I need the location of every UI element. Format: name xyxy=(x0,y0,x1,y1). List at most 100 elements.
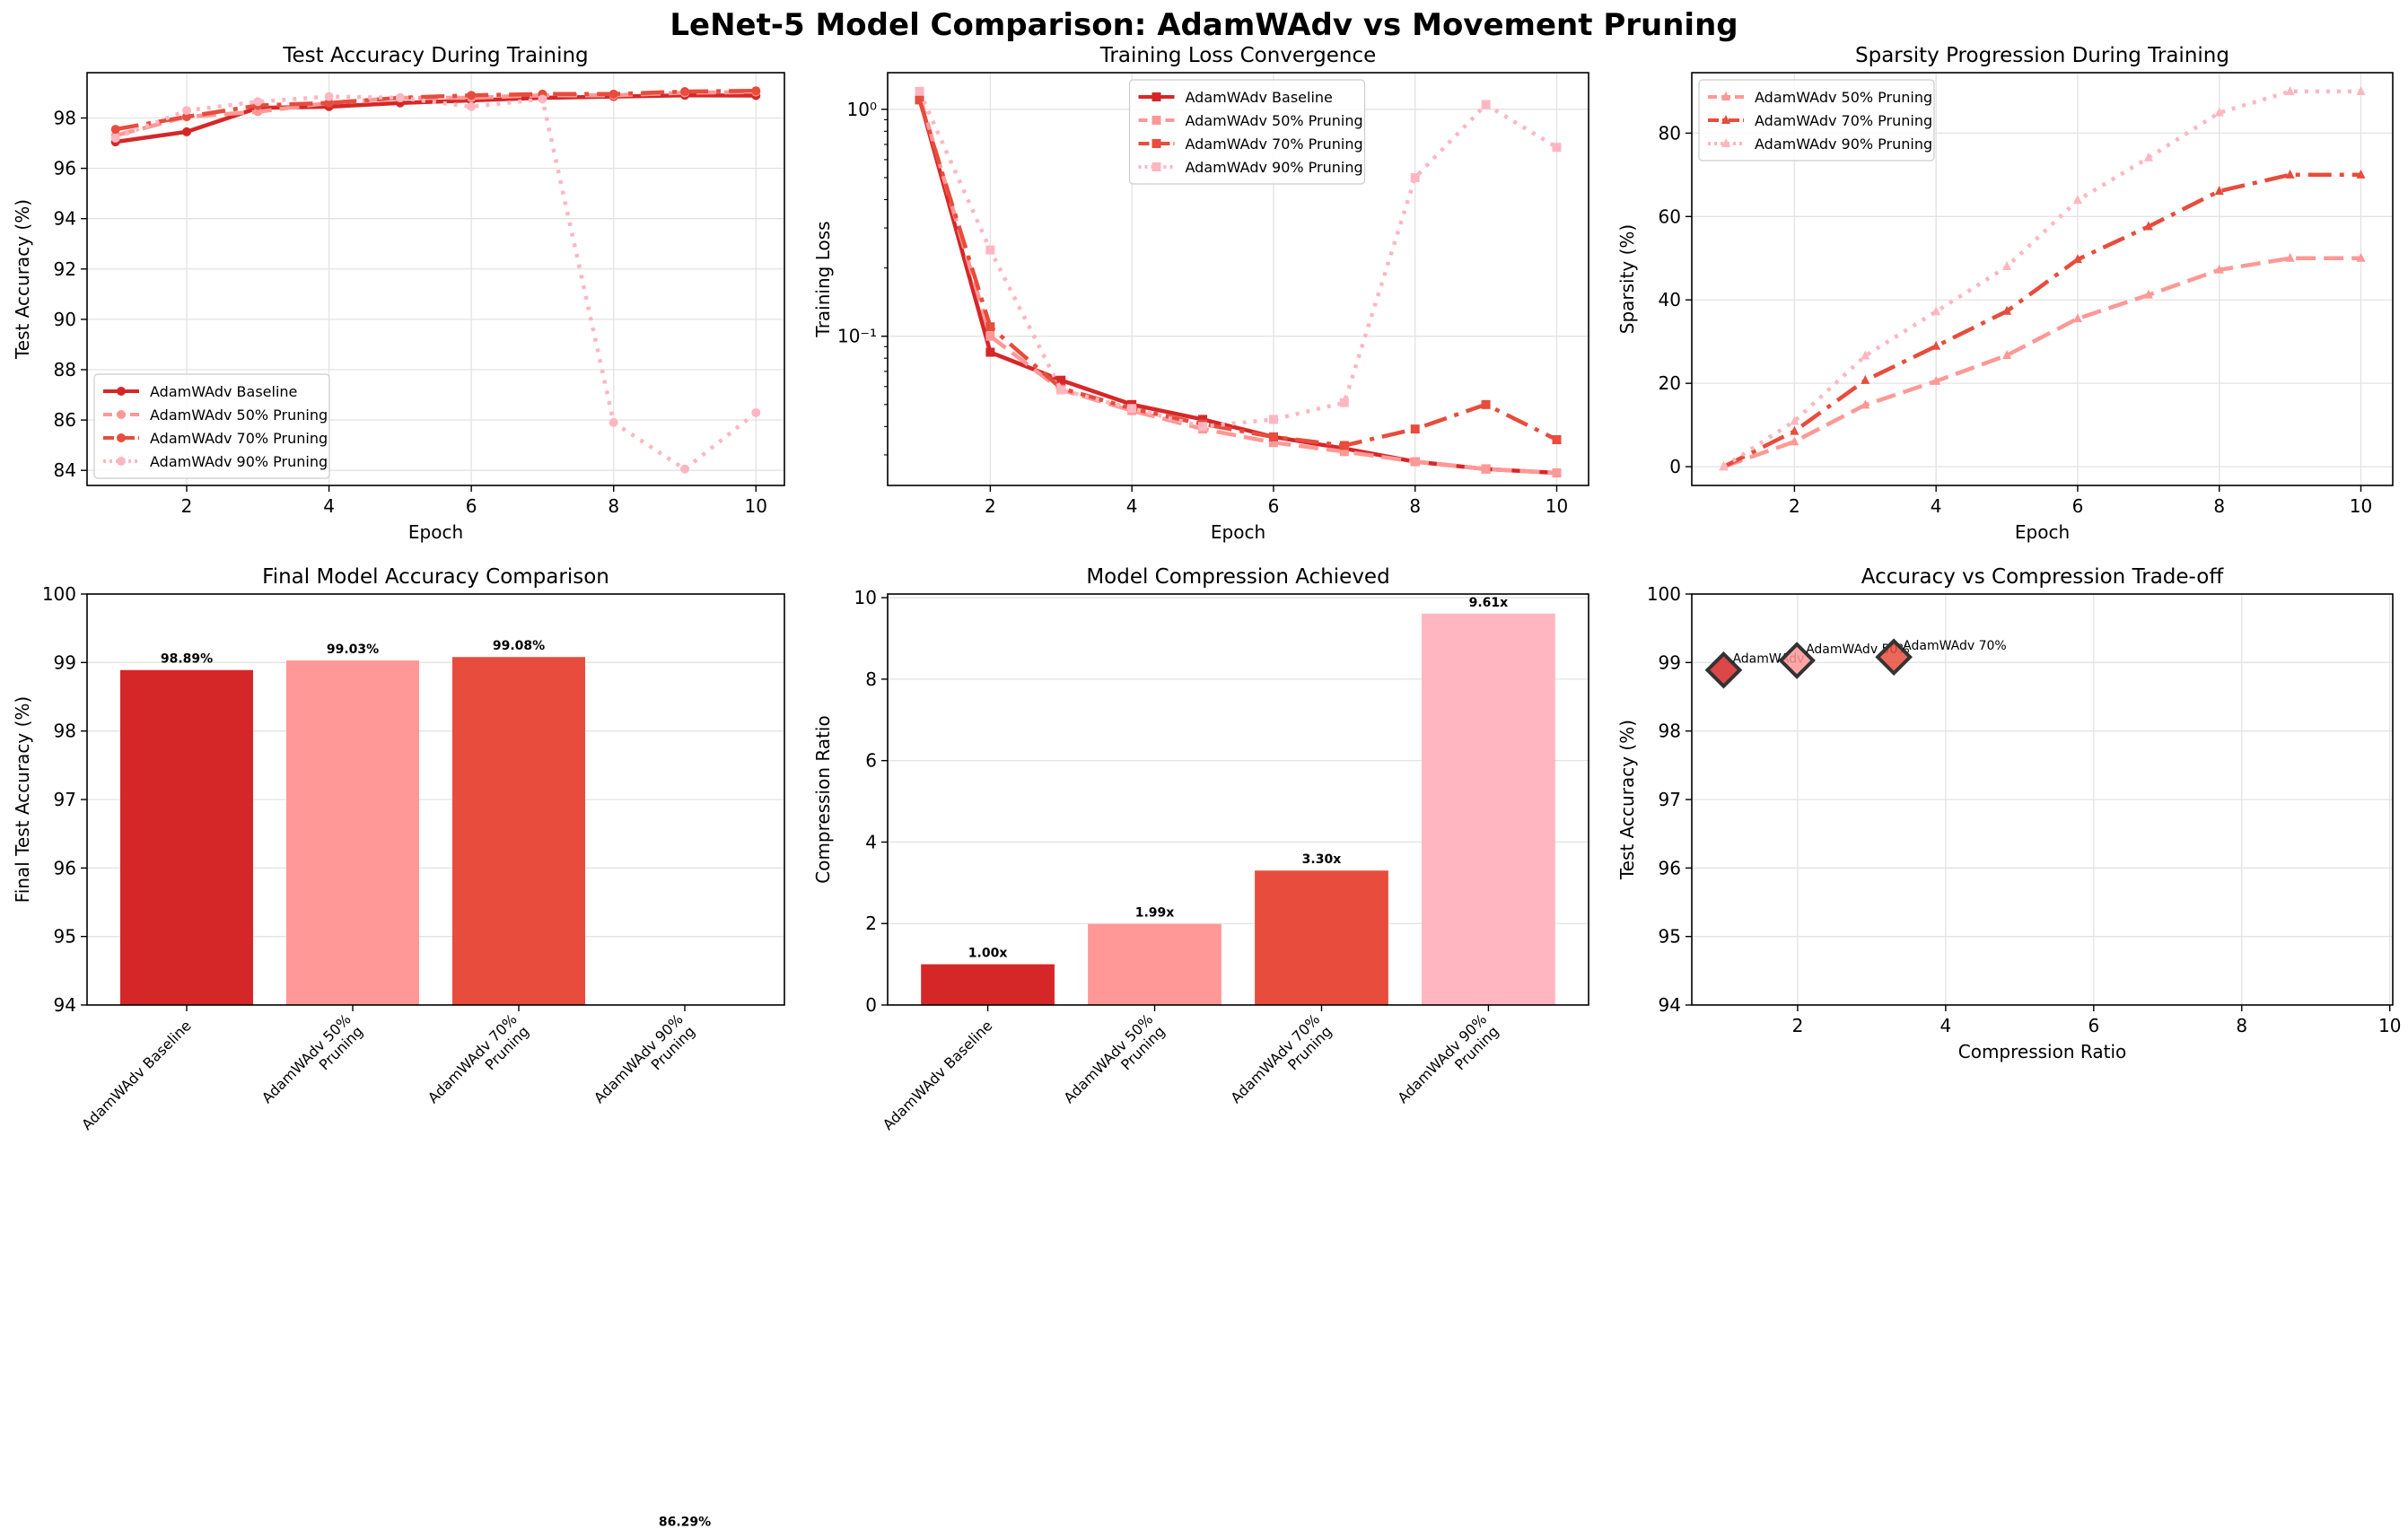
sparsity-ytick-label: 40 xyxy=(1659,289,1681,310)
finalacc-bar-label-1: 99.03% xyxy=(327,642,379,657)
loss-series-3 xyxy=(917,90,1558,429)
finalacc-bar-1 xyxy=(286,660,419,1005)
sparsity-point xyxy=(1861,399,1870,409)
loss-point xyxy=(1410,424,1420,434)
tradeoff-xtick-label: 6 xyxy=(2088,1015,2099,1036)
loss-point xyxy=(985,245,995,255)
loss-legend-marker xyxy=(1151,162,1161,171)
acc-xtick-label: 2 xyxy=(181,495,193,517)
loss-xtick-label: 4 xyxy=(1126,495,1138,517)
compression-chart: Model Compression Achieved Compression Ra… xyxy=(812,565,1589,1133)
sparsity-ylabel: Sparsity (%) xyxy=(1616,224,1638,335)
tradeoff-xlabel: Compression Ratio xyxy=(1958,1041,2126,1062)
loss-xlabel: Epoch xyxy=(1211,521,1265,543)
compression-title: Model Compression Achieved xyxy=(1086,565,1389,589)
sparsity-point xyxy=(1931,306,1941,316)
sparsity-title: Sparsity Progression During Training xyxy=(1855,44,2229,67)
finalacc-frame xyxy=(86,593,785,1006)
sparsity-frame xyxy=(1691,72,2394,486)
finalacc-xtick-label-0: AdamWAdv Baseline xyxy=(78,1017,195,1133)
finalacc-bar-label-2: 99.08% xyxy=(493,639,545,653)
acc-series-3 xyxy=(114,94,757,472)
acc-point xyxy=(467,101,477,111)
compression-frame xyxy=(887,593,1589,1006)
loss-point xyxy=(1339,447,1349,457)
loss-ytick-label: 10⁰ xyxy=(847,99,877,120)
acc-point xyxy=(110,125,120,135)
tradeoff-ytick-label: 99 xyxy=(1659,651,1681,673)
acc-series-2 xyxy=(115,88,757,132)
sparsity-point xyxy=(2143,221,2153,231)
finalacc-bar-3 xyxy=(618,1005,751,1534)
loss-point xyxy=(1198,415,1208,424)
finalacc-ytick-label: 99 xyxy=(54,651,76,673)
finalacc-ytick-label: 98 xyxy=(54,721,76,742)
loss-point xyxy=(1339,441,1349,450)
loss-legend-marker xyxy=(1151,116,1161,125)
sparsity-legend-marker xyxy=(1721,115,1730,124)
loss-xtick-label: 8 xyxy=(1409,495,1421,517)
sparsity-point xyxy=(1790,425,1799,435)
finalacc-bar-label-0: 98.89% xyxy=(161,652,213,667)
compression-xtick-label-1: AdamWAdv 50%Pruning xyxy=(1060,1010,1168,1118)
acc-ytick-label: 98 xyxy=(54,107,76,128)
loss-ytick-label: 10⁻¹ xyxy=(837,326,877,347)
sparsity-point xyxy=(2356,85,2366,95)
acc-chart: Test Accuracy During Training Epoch Test A… xyxy=(12,44,785,543)
loss-point xyxy=(1268,438,1278,448)
loss-legend-label: AdamWAdv 70% Pruning xyxy=(1186,135,1363,153)
acc-point xyxy=(467,91,477,100)
sparsity-legend-label: AdamWAdv 50% Pruning xyxy=(1755,89,1932,106)
finalacc-ytick-label: 96 xyxy=(54,857,76,878)
finalacc-bar-0 xyxy=(120,669,253,1005)
tradeoff-ylabel: Test Accuracy (%) xyxy=(1616,720,1638,880)
tradeoff-ytick-label: 94 xyxy=(1659,994,1681,1016)
acc-ytick-label: 94 xyxy=(54,208,76,230)
sparsity-point xyxy=(2072,254,2082,264)
tradeoff-ytick-label: 95 xyxy=(1659,926,1681,948)
acc-point xyxy=(680,87,689,97)
loss-point xyxy=(1056,375,1066,385)
loss-legend-label: AdamWAdv 90% Pruning xyxy=(1186,159,1363,176)
sparsity-chart: Sparsity Progression During Training Epoc… xyxy=(1616,44,2394,543)
acc-point xyxy=(324,98,334,108)
acc-point xyxy=(110,133,120,143)
acc-point xyxy=(680,464,689,474)
acc-ytick-label: 90 xyxy=(54,309,76,330)
tradeoff-xtick-label: 8 xyxy=(2236,1015,2247,1036)
compression-ytick-label: 0 xyxy=(865,994,877,1016)
acc-legend-box xyxy=(93,373,330,479)
sparsity-series-0 xyxy=(1722,256,2361,469)
acc-legend-marker xyxy=(117,433,126,442)
finalacc-xtick-label-2: AdamWAdv 70%Pruning xyxy=(425,1010,532,1118)
loss-legend-label: AdamWAdv 50% Pruning xyxy=(1186,112,1363,129)
tradeoff-ytick-label: 98 xyxy=(1659,721,1681,742)
loss-chart: Training Loss Convergence Epoch Training L… xyxy=(812,44,1589,543)
tradeoff-xtick-label: 10 xyxy=(2378,1015,2401,1036)
tradeoff-point-2 xyxy=(1875,638,1913,677)
acc-point xyxy=(395,93,405,103)
loss-legend-marker xyxy=(1151,92,1161,101)
sparsity-point xyxy=(2214,185,2224,195)
tradeoff-point-1 xyxy=(1778,642,1816,679)
loss-point xyxy=(1198,422,1208,432)
acc-legend-label: AdamWAdv 50% Pruning xyxy=(150,406,328,424)
tradeoff-point-0 xyxy=(1704,651,1743,689)
sparsity-series-1 xyxy=(1722,172,2361,469)
sparsity-point xyxy=(2143,289,2153,299)
loss-point xyxy=(1410,172,1420,182)
sparsity-point xyxy=(2143,152,2153,162)
sparsity-point xyxy=(2002,350,2012,360)
compression-bar-label-3: 9.61x xyxy=(1469,596,1509,610)
acc-xlabel: Epoch xyxy=(408,521,463,543)
finalacc-xtick-label-3: AdamWAdv 90%Pruning xyxy=(591,1010,698,1118)
acc-ylabel: Test Accuracy (%) xyxy=(12,199,33,360)
acc-legend-label: AdamWAdv 90% Pruning xyxy=(150,453,328,470)
sparsity-ytick-label: 80 xyxy=(1659,122,1681,144)
loss-point xyxy=(1552,468,1562,477)
compression-bar-1 xyxy=(1088,923,1222,1005)
compression-xtick-label-3: AdamWAdv 90%Pruning xyxy=(1394,1010,1502,1118)
sparsity-point xyxy=(2214,107,2224,117)
finalacc-ytick-label: 94 xyxy=(54,994,76,1016)
sparsity-xtick-label: 2 xyxy=(1789,495,1800,517)
